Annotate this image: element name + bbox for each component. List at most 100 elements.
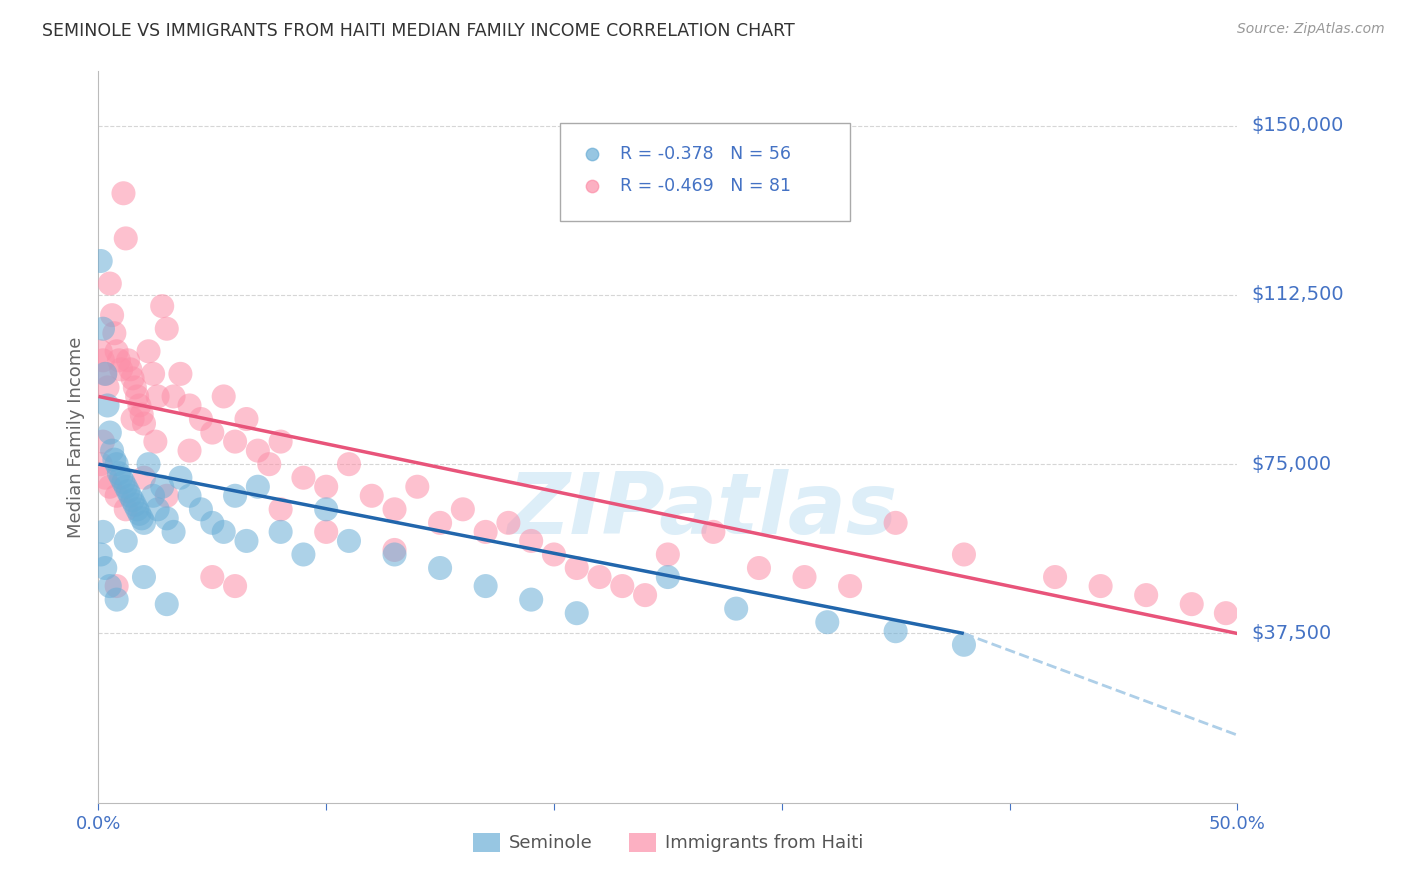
- Point: [162, 524, 184, 539]
- Point: [132, 516, 155, 530]
- Point: [146, 502, 169, 516]
- Point: [128, 399, 150, 413]
- Text: $150,000: $150,000: [1251, 116, 1344, 135]
- Point: [235, 533, 257, 548]
- Point: [292, 548, 315, 562]
- Point: [105, 592, 128, 607]
- Point: [953, 548, 976, 562]
- Point: [132, 570, 155, 584]
- Point: [474, 524, 496, 539]
- Text: ZIPatlas: ZIPatlas: [508, 468, 897, 552]
- Point: [108, 353, 131, 368]
- Point: [429, 561, 451, 575]
- Point: [156, 511, 179, 525]
- Point: [520, 533, 543, 548]
- Point: [1043, 570, 1066, 584]
- Point: [114, 502, 136, 516]
- Point: [520, 592, 543, 607]
- Point: [384, 548, 406, 562]
- Point: [884, 516, 907, 530]
- Point: [259, 457, 281, 471]
- Point: [150, 480, 173, 494]
- Point: [201, 570, 224, 584]
- Point: [179, 443, 201, 458]
- Point: [657, 548, 679, 562]
- Point: [162, 389, 184, 403]
- Point: [146, 389, 169, 403]
- Point: [91, 524, 114, 539]
- Point: [1090, 579, 1112, 593]
- Point: [725, 601, 748, 615]
- Point: [105, 344, 128, 359]
- Point: [117, 484, 139, 499]
- Text: $112,500: $112,500: [1251, 285, 1344, 304]
- Point: [201, 516, 224, 530]
- Point: [337, 533, 360, 548]
- Point: [128, 507, 150, 521]
- Point: [429, 516, 451, 530]
- Point: [474, 579, 496, 593]
- Point: [498, 516, 520, 530]
- Point: [384, 502, 406, 516]
- Point: [224, 434, 246, 449]
- Point: [634, 588, 657, 602]
- Text: $75,000: $75,000: [1251, 455, 1331, 474]
- Point: [565, 606, 588, 620]
- Point: [103, 326, 125, 341]
- Point: [169, 471, 191, 485]
- Point: [90, 254, 112, 268]
- Point: [156, 489, 179, 503]
- Point: [212, 389, 235, 403]
- Text: R = -0.469   N = 81: R = -0.469 N = 81: [620, 178, 792, 195]
- Point: [1073, 796, 1095, 810]
- Point: [91, 434, 114, 449]
- Point: [101, 308, 124, 322]
- Point: [90, 457, 112, 471]
- Point: [91, 353, 114, 368]
- Point: [112, 186, 135, 201]
- Point: [145, 434, 167, 449]
- Point: [121, 493, 143, 508]
- Point: [1073, 796, 1095, 810]
- Point: [120, 362, 142, 376]
- Point: [96, 380, 118, 394]
- Point: [1135, 588, 1157, 602]
- Point: [98, 579, 121, 593]
- Point: [124, 498, 146, 512]
- Point: [127, 389, 149, 403]
- Point: [121, 412, 143, 426]
- Point: [270, 502, 292, 516]
- Point: [117, 353, 139, 368]
- Point: [112, 475, 135, 490]
- Point: [588, 570, 610, 584]
- Point: [105, 489, 128, 503]
- Point: [190, 502, 212, 516]
- Point: [315, 524, 337, 539]
- Point: [612, 579, 634, 593]
- Point: [815, 615, 838, 630]
- Point: [1215, 606, 1237, 620]
- Point: [179, 399, 201, 413]
- Point: [103, 452, 125, 467]
- Point: [451, 502, 474, 516]
- Point: [748, 561, 770, 575]
- Point: [101, 443, 124, 458]
- Point: [793, 570, 815, 584]
- Point: [132, 417, 155, 431]
- Point: [138, 457, 160, 471]
- Point: [131, 408, 153, 422]
- Point: [315, 480, 337, 494]
- Point: [270, 524, 292, 539]
- Point: [224, 489, 246, 503]
- Point: [201, 425, 224, 440]
- Point: [138, 344, 160, 359]
- Point: [114, 480, 136, 494]
- Point: [702, 524, 724, 539]
- Point: [96, 399, 118, 413]
- Point: [110, 362, 132, 376]
- Point: [406, 480, 429, 494]
- Point: [565, 561, 588, 575]
- Point: [150, 299, 173, 313]
- Point: [246, 480, 269, 494]
- Text: $37,500: $37,500: [1251, 624, 1331, 643]
